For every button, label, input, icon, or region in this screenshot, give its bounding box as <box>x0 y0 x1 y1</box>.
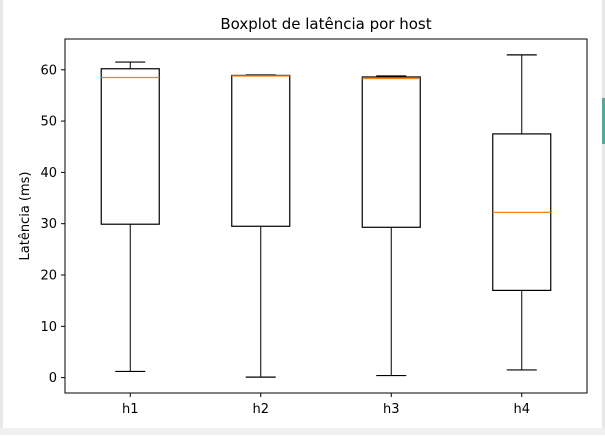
box-h2 <box>231 74 291 227</box>
window-edge-right <box>602 0 605 435</box>
y-tick-label-0: 0 <box>49 371 57 386</box>
window-edge-bottom <box>0 428 605 435</box>
box-h3 <box>361 76 421 228</box>
window-accent-strip <box>602 98 605 144</box>
y-tick-label-50: 50 <box>40 115 57 130</box>
y-tick-label-40: 40 <box>40 166 57 181</box>
plot-marks: 0 10 20 30 40 50 60 h1 h2 h3 h4 <box>40 54 552 417</box>
y-tick-label-60: 60 <box>40 63 57 78</box>
y-tick-label-30: 30 <box>40 217 57 232</box>
box-h1 <box>100 68 160 225</box>
x-tick-label-h2: h2 <box>252 402 269 417</box>
window-edge-left <box>0 0 3 435</box>
y-axis-label: Latência (ms) <box>18 172 33 261</box>
x-tick-label-h3: h3 <box>383 402 400 417</box>
x-tick-label-h1: h1 <box>122 402 139 417</box>
chart-title: Boxplot de latência por host <box>220 15 431 33</box>
y-tick-label-20: 20 <box>40 269 57 284</box>
y-tick-label-10: 10 <box>40 320 57 335</box>
x-tick-label-h4: h4 <box>513 402 530 417</box>
plot-area-frame <box>64 38 588 394</box>
